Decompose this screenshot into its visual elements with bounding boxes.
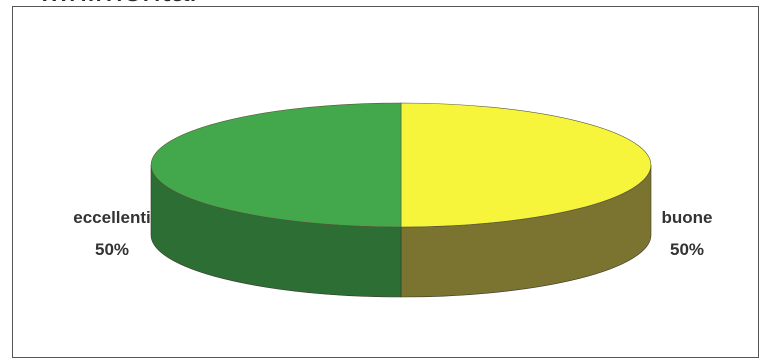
slice-label-buone: buone [662,208,713,227]
pie-slice-eccellenti [150,102,402,228]
slice-value-eccellenti: 50% [95,240,129,259]
slice-value-buone: 50% [670,240,704,259]
pie-slice-buone [400,102,652,228]
cut-off-title: ...nimental [40,0,460,8]
slice-label-eccellenti: eccellenti [73,208,151,227]
